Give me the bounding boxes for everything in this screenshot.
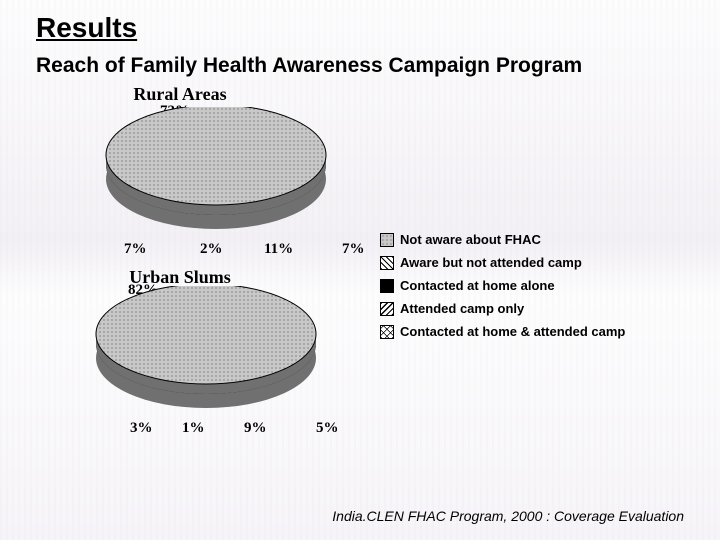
page-title: Results <box>36 12 684 44</box>
urban-chart: 82% 3% 1% 9% 5% <box>36 288 684 468</box>
page-subtitle: Reach of Family Health Awareness Campaig… <box>36 54 684 78</box>
rural-label-2: 2% <box>200 241 223 258</box>
urban-label-3: 3% <box>130 420 153 437</box>
urban-label-5: 5% <box>316 420 339 437</box>
footer-citation: India.CLEN FHAC Program, 2000 : Coverage… <box>332 508 684 524</box>
rural-label-11: 11% <box>264 241 293 258</box>
rural-label-7a: 7% <box>124 241 147 258</box>
urban-label-1: 1% <box>182 420 205 437</box>
rural-label-7b: 7% <box>342 241 365 258</box>
rural-chart-title: Rural Areas <box>0 84 684 105</box>
rural-chart: 73% 7% 2% 11% 7% <box>36 105 684 285</box>
urban-label-9: 9% <box>244 420 267 437</box>
